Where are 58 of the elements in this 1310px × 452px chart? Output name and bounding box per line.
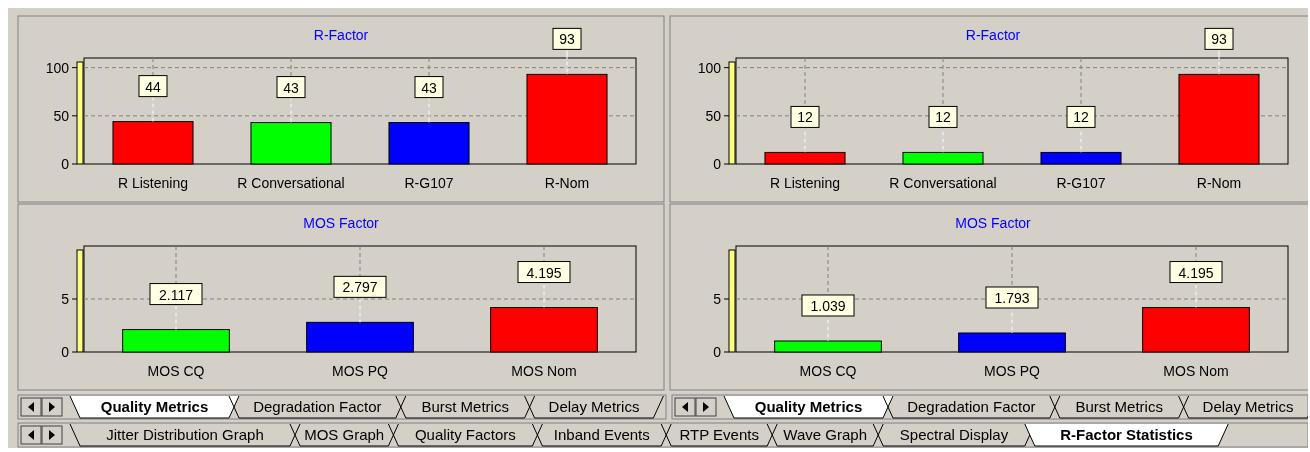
chart-title: MOS Factor	[955, 215, 1032, 231]
text: Delay Metrics	[548, 398, 640, 415]
x-tick-label: R Conversational	[889, 175, 997, 191]
text: Burst Metrics	[421, 398, 509, 415]
text: Wave Graph	[783, 426, 868, 443]
y-tick-label: 5	[713, 291, 722, 307]
text: Spectral Display	[899, 426, 1009, 443]
chart-title: R-Factor	[965, 27, 1021, 43]
x-tick-label: R Listening	[117, 175, 189, 191]
data-label: 12	[1073, 109, 1089, 126]
chart-title: MOS Factor	[303, 215, 380, 231]
data-label: 12	[797, 109, 813, 126]
data-label: 93	[559, 31, 575, 48]
data-label: 2.797	[342, 279, 378, 296]
text: RTP Events	[679, 426, 759, 443]
x-tick-label: R-Nom	[544, 175, 590, 191]
x-tick-label: MOS PQ	[983, 363, 1041, 379]
x-tick-label: MOS CQ	[147, 363, 205, 379]
text: Burst Metrics	[1075, 398, 1163, 415]
text: Jitter Distribution Graph	[106, 426, 264, 443]
y-tick-label: 100	[697, 59, 722, 76]
y-tick-label: 0	[61, 344, 70, 360]
data-label: 44	[145, 78, 161, 95]
x-tick-label: R Conversational	[237, 175, 345, 191]
y-tick-label: 0	[61, 156, 70, 172]
x-tick-label: MOS PQ	[331, 363, 389, 379]
data-label: 4.195	[526, 264, 562, 281]
y-tick-label: 5	[61, 291, 70, 307]
data-label: 43	[283, 79, 299, 96]
x-tick-label: MOS Nom	[511, 363, 577, 379]
text: Degradation Factor	[907, 398, 1036, 415]
data-label: 1.793	[994, 289, 1030, 306]
y-tick-label: 0	[713, 156, 722, 172]
text: Delay Metrics	[1202, 398, 1294, 415]
data-label: 4.195	[1178, 264, 1214, 281]
x-tick-label: R-Nom	[1196, 175, 1242, 191]
y-tick-label: 100	[45, 59, 70, 76]
chart-title: R-Factor	[313, 27, 369, 43]
text: Inband Events	[553, 426, 650, 443]
x-tick-label: R-G107	[404, 175, 454, 191]
y-tick-label: 50	[53, 107, 70, 124]
data-label: 93	[1211, 31, 1227, 48]
x-tick-label: R Listening	[769, 175, 841, 191]
data-label: 1.039	[810, 297, 846, 314]
y-tick-label: 50	[705, 107, 722, 124]
data-label: 12	[935, 109, 951, 126]
text: MOS Graph	[304, 426, 385, 443]
text: R-Factor Statistics	[1060, 426, 1193, 443]
data-label: 43	[421, 79, 437, 96]
x-tick-label: MOS CQ	[799, 363, 857, 379]
text: Quality Factors	[414, 426, 516, 443]
y-tick-label: 0	[713, 344, 722, 360]
text: Degradation Factor	[253, 398, 382, 415]
text: Quality Metrics	[754, 398, 863, 415]
text: Quality Metrics	[100, 398, 209, 415]
x-tick-label: MOS Nom	[1163, 363, 1229, 379]
x-tick-label: R-G107	[1056, 175, 1106, 191]
data-label: 2.117	[159, 286, 194, 303]
